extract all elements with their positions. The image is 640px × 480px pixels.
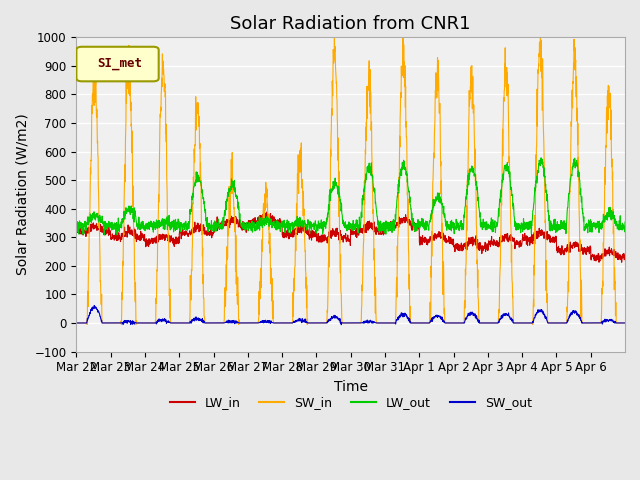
FancyBboxPatch shape [76,47,159,81]
Legend: LW_in, SW_in, LW_out, SW_out: LW_in, SW_in, LW_out, SW_out [164,391,537,414]
SW_in [516,320,524,326]
LW_in [516,241,524,247]
Line: SW_out: SW_out [76,305,625,324]
LW_in [621,253,629,259]
Y-axis label: Solar Radiation (W/m2): Solar Radiation (W/m2) [15,114,29,276]
SW_in [127,121,135,127]
LW_out [614,221,621,227]
LW_out [538,155,545,161]
LW_out [547,223,555,228]
LW_in [72,224,80,230]
SW_out [516,320,524,326]
Title: Solar Radiation from CNR1: Solar Radiation from CNR1 [230,15,471,33]
LW_in [246,220,253,226]
SW_in [72,320,80,326]
LW_in [547,238,555,244]
LW_out [516,223,524,228]
SW_out [337,322,345,327]
Line: LW_in: LW_in [76,212,625,262]
SW_in [330,35,338,40]
LW_out [246,225,253,230]
SW_in [614,320,621,326]
SW_out [547,320,555,326]
SW_in [246,320,253,326]
Text: SI_met: SI_met [97,57,142,70]
Line: LW_out: LW_out [76,158,625,235]
Line: SW_in: SW_in [76,37,625,324]
LW_in [262,209,270,215]
LW_in [127,230,135,236]
SW_out [384,320,392,326]
LW_out [113,232,121,238]
SW_out [90,302,98,308]
SW_out [127,320,135,326]
SW_in [384,320,392,326]
LW_in [614,254,621,260]
SW_in [621,320,629,326]
SW_out [614,320,621,326]
LW_out [621,219,629,225]
LW_in [384,223,392,228]
SW_out [246,320,253,326]
LW_out [72,221,80,227]
LW_out [127,209,135,215]
SW_out [621,320,629,326]
SW_in [547,320,555,326]
SW_out [72,320,80,326]
X-axis label: Time: Time [333,380,368,394]
LW_in [618,259,625,265]
SW_in [83,322,91,327]
LW_out [384,226,392,231]
